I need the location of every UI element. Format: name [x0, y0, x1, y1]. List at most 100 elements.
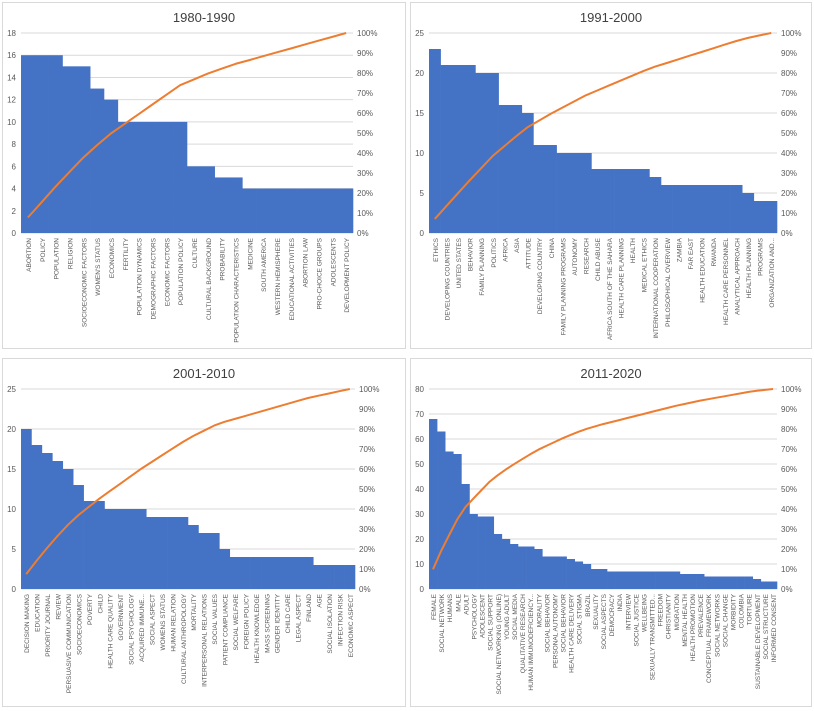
bar [173, 121, 188, 233]
bar [311, 188, 326, 233]
y2-tick-label: 60% [781, 109, 797, 118]
y-tick-label: 80 [415, 385, 424, 394]
y2-tick-label: 40% [357, 149, 373, 158]
y2-tick-label: 40% [781, 149, 797, 158]
category-label: MALE [455, 593, 462, 611]
category-label: ECONOMIC ASPECT [348, 594, 355, 657]
bar [582, 564, 592, 589]
bar [501, 539, 511, 589]
category-label: INFORMED CONSENT [771, 594, 778, 662]
chart-title: 2001-2010 [172, 366, 236, 381]
bar [73, 485, 84, 589]
y-tick-label: 15 [7, 465, 16, 474]
category-label: ANALYTICAL APPROACH [734, 238, 741, 315]
y-tick-label: 25 [415, 29, 424, 38]
y-tick-label: 8 [12, 140, 17, 149]
category-label: ABORTION [26, 238, 33, 272]
chart-title: 2011-2020 [580, 366, 642, 381]
category-label: POVERTY [87, 593, 94, 625]
category-label: PREVALENCE [698, 593, 705, 637]
y-tick-label: 50 [415, 460, 424, 469]
bar [167, 517, 178, 589]
category-label: PERSUASIVE COMMUNICATION [66, 594, 73, 694]
category-label: EDUCATIONAL ACTIVITIES [289, 237, 296, 320]
bar [707, 185, 720, 233]
category-label: CHRISTIANITY [666, 593, 673, 639]
y-tick-label: 10 [7, 118, 16, 127]
category-label: SOCIAL ASPECT [149, 594, 156, 645]
bar [177, 517, 189, 589]
y2-tick-label: 10% [357, 209, 373, 218]
y2-tick-label: 80% [357, 69, 373, 78]
category-label: GOVERNMENT [118, 594, 125, 641]
bar [229, 557, 241, 589]
y2-tick-label: 60% [359, 465, 375, 474]
bar [768, 581, 778, 589]
category-label: SOCIAL NETWORKS [714, 593, 721, 657]
y-tick-label: 20 [7, 425, 16, 434]
pareto-chart-svg: 0 5 10 15 20 25 0% 10% 20% 30% 40% 50% 60% 70% 80% 90% 1… [415, 29, 801, 340]
category-label: PRIORITY JOURNAL [45, 594, 52, 657]
bar [90, 88, 105, 233]
category-label: INDIA [617, 593, 624, 611]
y-tick-label: 12 [7, 96, 16, 105]
y2-tick-label: 80% [781, 425, 797, 434]
category-label: LEGAL ASPECT [296, 594, 303, 642]
bar [509, 544, 519, 589]
category-label: POPULATION DYNAMICS [137, 237, 144, 315]
category-label: ACQUIRED IMMUNE... [139, 594, 146, 662]
category-label: SOCIAL SUPPORT [488, 594, 495, 651]
y2-tick-label: 0% [781, 229, 793, 238]
category-label: HEALTH [630, 238, 637, 263]
category-label: INTERNATIONAL COOPERATION [653, 238, 660, 339]
category-label: FOREIGN POLICY [243, 593, 250, 649]
category-label: DEVELOPING COUNTRIES [444, 237, 451, 320]
bar [477, 516, 486, 589]
category-label: SOCIAL PSYCHOLOGY [129, 593, 136, 665]
category-label: RWANDA [711, 237, 718, 266]
bar [271, 557, 283, 589]
bar [579, 153, 592, 233]
y2-tick-label: 60% [357, 109, 373, 118]
y2-tick-label: 70% [359, 445, 375, 454]
bar [649, 177, 662, 233]
chart-panel-1991-2000: 1991-2000 0 5 10 15 20 25 0% 10% 20% 30% 40% 50% 60%… [410, 2, 812, 349]
y2-tick-label: 100% [781, 385, 801, 394]
y2-tick-label: 30% [357, 169, 373, 178]
category-label: BEHAVIOR [468, 238, 475, 271]
bar [453, 454, 462, 589]
bar [475, 73, 488, 233]
bar [198, 533, 210, 589]
y-tick-label: 18 [7, 29, 16, 38]
y-tick-label: 0 [420, 585, 425, 594]
bar [200, 166, 215, 233]
bar [558, 556, 567, 589]
bar [159, 121, 174, 233]
bar [655, 571, 664, 589]
y-tick-label: 25 [7, 385, 16, 394]
y2-tick-label: 90% [781, 405, 797, 414]
bar [228, 177, 243, 233]
bar [663, 571, 673, 589]
category-label: FREEDOM [658, 594, 665, 627]
bar [719, 185, 731, 233]
y2-tick-label: 70% [781, 89, 797, 98]
y-tick-label: 10 [7, 505, 16, 514]
y2-tick-label: 0% [357, 229, 369, 238]
y2-tick-label: 90% [359, 405, 375, 414]
y-tick-label: 60 [415, 435, 424, 444]
category-label: REVIEW [56, 593, 63, 620]
bar [297, 188, 312, 233]
bar [242, 188, 257, 233]
category-label: SOCIAL STIGMA [577, 593, 584, 644]
y2-tick-label: 50% [781, 129, 797, 138]
y-tick-label: 10 [415, 149, 424, 158]
bar [281, 557, 293, 589]
y-tick-label: 5 [420, 189, 425, 198]
category-label: SOCIAL NETWORK [439, 593, 446, 652]
bar [590, 569, 600, 589]
category-label: PSYCHOLOGY [472, 593, 479, 639]
y2-tick-label: 90% [781, 49, 797, 58]
category-label: WESTERN HEMISPHERE [275, 237, 282, 315]
category-label: SEXUALLY TRANSMITTED... [650, 594, 657, 681]
